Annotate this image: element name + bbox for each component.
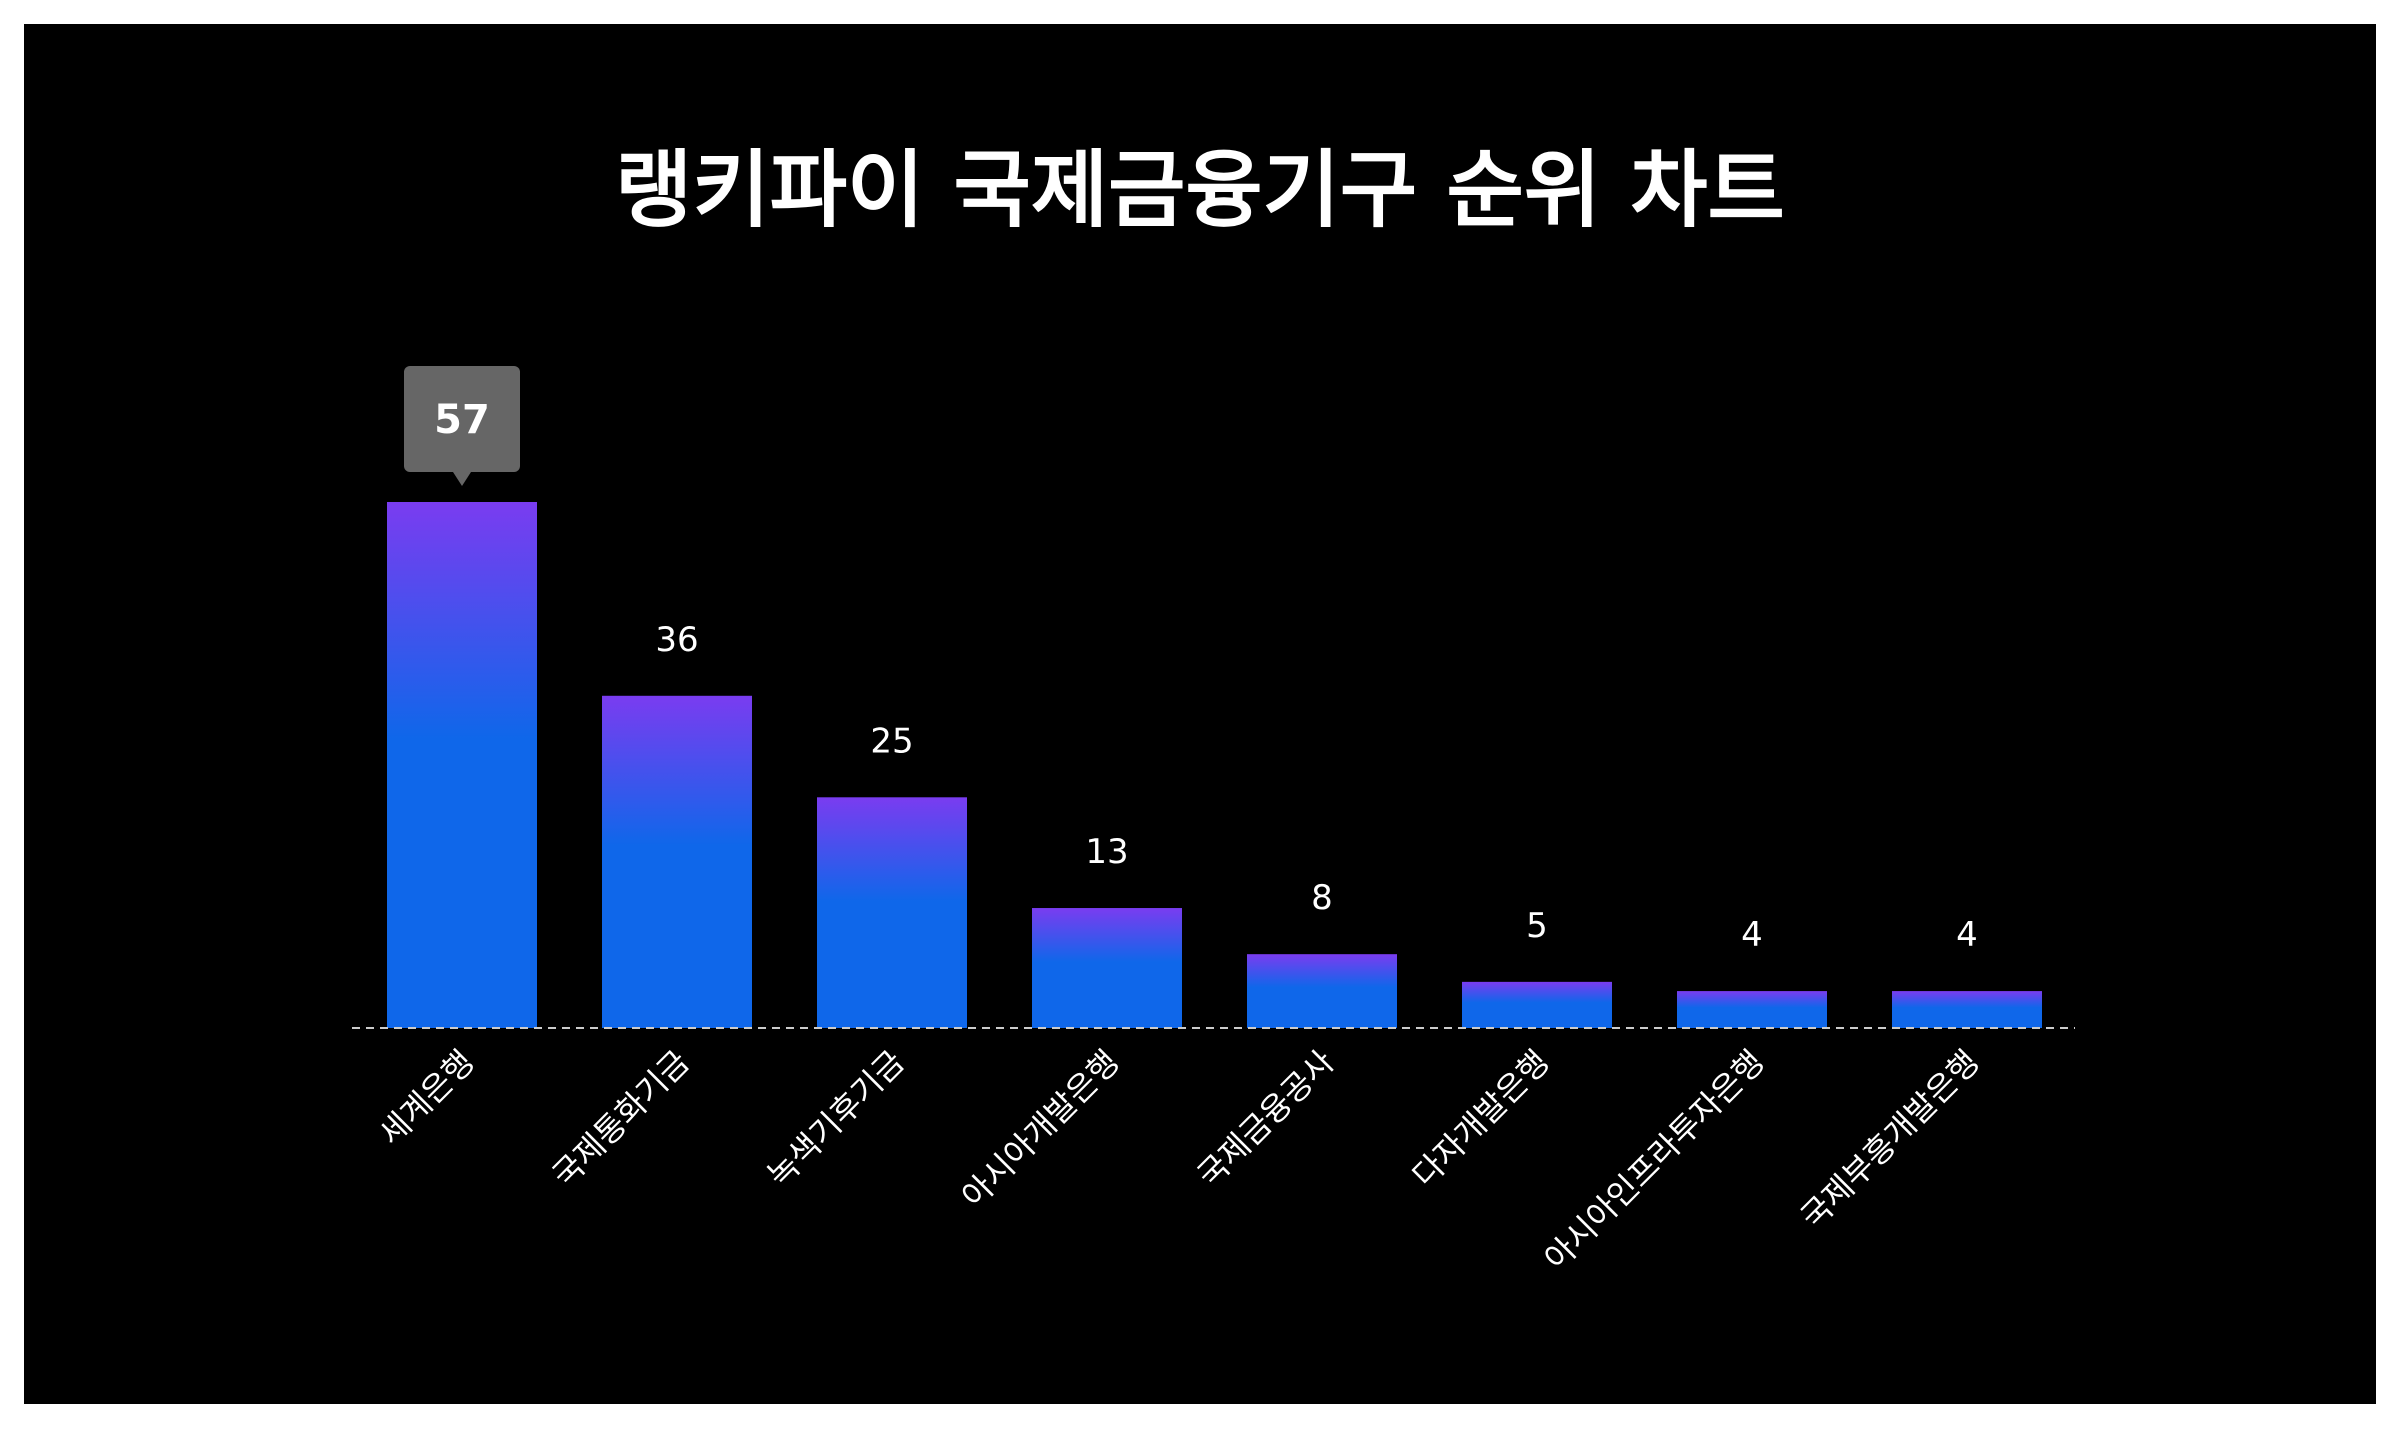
data-label: 57 [434, 397, 490, 443]
tooltip-box [404, 366, 520, 472]
category-tick-label: 국제금융공사 [1190, 1043, 1342, 1195]
bar[interactable] [817, 797, 967, 1028]
data-label: 25 [870, 721, 913, 761]
bar[interactable] [1247, 954, 1397, 1028]
data-label: 36 [655, 620, 698, 660]
data-label: 8 [1311, 878, 1333, 918]
category-tick-label: 녹색기후기금 [760, 1043, 912, 1195]
chart-title: 랭키파이 국제금융기구 순위 차트 [615, 141, 1785, 239]
labels-layer: 57 36 25 13 8 5 4 4 [404, 366, 1978, 955]
category-tick-label: 다자개발은행 [1405, 1043, 1557, 1195]
bar[interactable] [1677, 991, 1827, 1028]
data-label: 5 [1526, 906, 1548, 946]
data-label: 4 [1956, 915, 1978, 955]
bars-layer [387, 502, 2042, 1028]
category-tick-label: 아시아인프라투자은행 [1537, 1043, 1772, 1278]
bar[interactable] [387, 502, 537, 1028]
bar[interactable] [602, 695, 752, 1028]
bar[interactable] [1032, 908, 1182, 1028]
data-label: 4 [1741, 915, 1763, 955]
data-label: 13 [1085, 832, 1128, 872]
bar[interactable] [1462, 981, 1612, 1028]
category-tick-label: 국제통화기금 [545, 1043, 697, 1195]
highlight-tooltip: 57 [404, 366, 520, 486]
category-tick-label: 세계은행 [372, 1043, 482, 1153]
tooltip-pointer [453, 472, 471, 486]
bar[interactable] [1892, 991, 2042, 1028]
category-tick-label: 아시아개발은행 [954, 1043, 1127, 1216]
category-tick-label: 국제부흥개발은행 [1793, 1043, 1986, 1236]
x-axis-ticks: 세계은행 국제통화기금 녹색기후기금 아시아개발은행 국제금융공사 다자개발은행아시아인프… [372, 1043, 1987, 1278]
